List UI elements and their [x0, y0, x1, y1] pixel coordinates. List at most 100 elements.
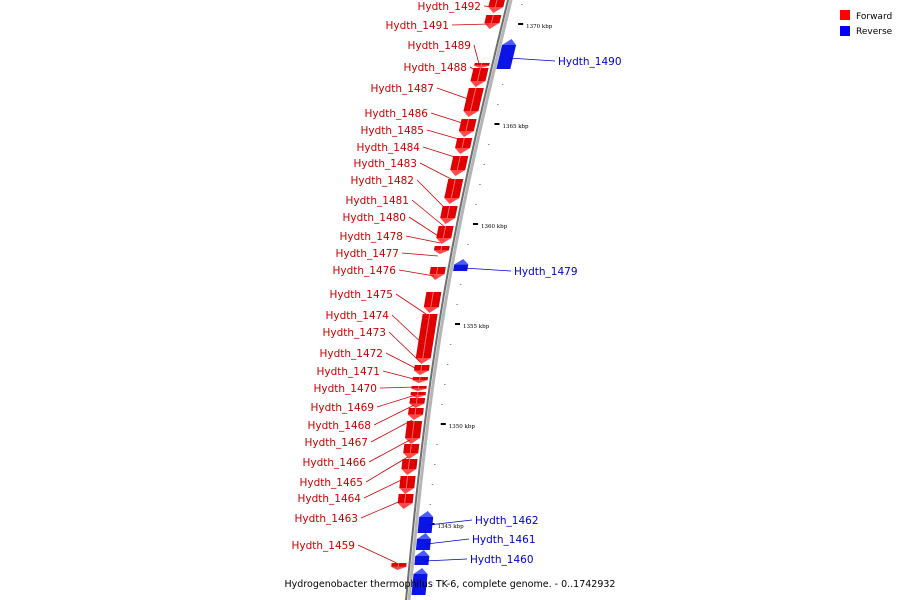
- forward-gene-highlight: [407, 458, 411, 470]
- forward-gene-label[interactable]: Hydth_1492: [417, 1, 481, 13]
- forward-gene-label[interactable]: Hydth_1472: [319, 348, 383, 360]
- forward-gene-label[interactable]: Hydth_1489: [407, 40, 471, 52]
- minor-tick: [487, 144, 490, 145]
- forward-leader-line: [382, 370, 418, 381]
- reverse-gene-arrow[interactable]: [417, 511, 434, 533]
- forward-gene-arrow[interactable]: [433, 245, 450, 254]
- forward-gene-highlight: [411, 420, 415, 439]
- forward-gene-head: [405, 438, 421, 444]
- forward-gene-arrow[interactable]: [458, 118, 477, 137]
- forward-gene-arrow[interactable]: [391, 562, 407, 570]
- forward-gene-highlight: [446, 205, 451, 219]
- reverse-gene-label[interactable]: Hydth_1461: [472, 534, 536, 546]
- forward-gene-label[interactable]: Hydth_1491: [385, 20, 449, 32]
- forward-leader-line: [419, 162, 454, 181]
- forward-gene-arrow[interactable]: [484, 14, 502, 29]
- forward-gene-arrow[interactable]: [409, 397, 426, 408]
- forward-gene-label[interactable]: Hydth_1487: [370, 83, 434, 95]
- reverse-gene-head: [413, 568, 428, 574]
- forward-gene-arrow[interactable]: [405, 420, 423, 444]
- forward-gene-arrow[interactable]: [412, 376, 429, 383]
- forward-gene-label[interactable]: Hydth_1463: [294, 513, 358, 525]
- forward-gene-label[interactable]: Hydth_1486: [364, 108, 428, 120]
- reverse-gene-arrow[interactable]: [414, 550, 430, 565]
- forward-gene-arrow[interactable]: [413, 364, 430, 375]
- reverse-gene-arrow[interactable]: [415, 533, 431, 550]
- forward-gene-label[interactable]: Hydth_1459: [291, 540, 355, 552]
- forward-gene-arrow[interactable]: [440, 205, 458, 224]
- forward-gene-label[interactable]: Hydth_1469: [310, 402, 374, 414]
- forward-leader-line: [391, 314, 424, 345]
- forward-gene-arrow[interactable]: [455, 137, 473, 154]
- forward-gene-head: [399, 488, 415, 494]
- forward-gene-arrow[interactable]: [463, 87, 484, 117]
- tick-mark: [473, 223, 479, 225]
- forward-gene-arrow[interactable]: [450, 155, 469, 176]
- reverse-gene-label[interactable]: Hydth_1479: [514, 266, 578, 278]
- legend-reverse-label: Reverse: [856, 27, 893, 37]
- forward-gene-highlight: [440, 245, 443, 251]
- forward-gene-label[interactable]: Hydth_1477: [335, 248, 399, 260]
- forward-leader-line: [430, 112, 466, 125]
- reverse-gene-label[interactable]: Hydth_1462: [475, 515, 539, 527]
- forward-gene-highlight: [415, 397, 418, 404]
- forward-gene-label[interactable]: Hydth_1481: [345, 195, 409, 207]
- forward-gene-label[interactable]: Hydth_1471: [316, 366, 380, 378]
- reverse-leader-line: [428, 519, 473, 526]
- forward-gene-label[interactable]: Hydth_1475: [329, 289, 393, 301]
- forward-gene-highlight: [409, 443, 412, 454]
- forward-gene-label[interactable]: Hydth_1484: [356, 142, 420, 154]
- reverse-gene-arrow[interactable]: [453, 259, 469, 271]
- forward-gene-label[interactable]: Hydth_1465: [299, 477, 363, 489]
- tick-mark: [494, 123, 500, 125]
- forward-gene-label[interactable]: Hydth_1478: [339, 231, 403, 243]
- reverse-gene-body: [453, 264, 469, 271]
- forward-gene-label[interactable]: Hydth_1488: [403, 62, 467, 74]
- forward-gene-arrow[interactable]: [423, 291, 442, 313]
- reverse-gene-label[interactable]: Hydth_1490: [558, 56, 622, 68]
- forward-gene-arrow[interactable]: [444, 178, 464, 204]
- forward-gene-head: [450, 170, 466, 176]
- forward-gene-label[interactable]: Hydth_1473: [322, 327, 386, 339]
- forward-gene-arrow[interactable]: [401, 458, 418, 475]
- gene-features: [391, 0, 517, 595]
- forward-gene-highlight: [404, 493, 407, 504]
- forward-gene-arrow[interactable]: [415, 313, 438, 364]
- minor-tick: [433, 464, 436, 465]
- forward-gene-label[interactable]: Hydth_1485: [360, 125, 424, 137]
- forward-gene-arrow[interactable]: [429, 266, 446, 280]
- forward-gene-label[interactable]: Hydth_1464: [297, 493, 361, 505]
- forward-leader-line: [373, 404, 415, 426]
- forward-gene-arrow[interactable]: [403, 443, 420, 459]
- forward-gene-arrow[interactable]: [410, 391, 426, 398]
- forward-gene-arrow[interactable]: [474, 62, 490, 68]
- tick-label: 1370 kbp: [526, 24, 553, 30]
- reverse-gene-arrow[interactable]: [496, 39, 517, 69]
- forward-gene-arrow[interactable]: [488, 0, 506, 13]
- forward-gene-label[interactable]: Hydth_1480: [342, 212, 406, 224]
- minor-tick: [501, 84, 504, 85]
- forward-gene-label[interactable]: Hydth_1466: [302, 457, 366, 469]
- forward-gene-label[interactable]: Hydth_1468: [307, 420, 371, 432]
- forward-gene-label[interactable]: Hydth_1476: [332, 265, 396, 277]
- reverse-gene-label[interactable]: Hydth_1460: [470, 554, 534, 566]
- forward-gene-label[interactable]: Hydth_1470: [313, 383, 377, 395]
- forward-gene-label[interactable]: Hydth_1474: [325, 310, 389, 322]
- minor-tick: [475, 204, 477, 205]
- forward-gene-arrow[interactable]: [470, 67, 489, 87]
- forward-gene-label[interactable]: Hydth_1483: [353, 158, 417, 170]
- forward-gene-label[interactable]: Hydth_1482: [350, 175, 414, 187]
- minor-tick: [483, 164, 486, 165]
- reverse-gene-arrow[interactable]: [411, 568, 428, 595]
- forward-gene-arrow[interactable]: [399, 475, 416, 494]
- forward-gene-head: [440, 218, 456, 224]
- minor-tick: [467, 244, 469, 245]
- forward-gene-label[interactable]: Hydth_1467: [304, 437, 368, 449]
- forward-gene-arrow[interactable]: [407, 407, 424, 420]
- forward-gene-arrow[interactable]: [436, 225, 454, 244]
- forward-gene-head: [401, 469, 417, 475]
- forward-gene-head: [407, 414, 423, 420]
- forward-leader-line: [411, 199, 444, 227]
- forward-leader-line: [473, 44, 480, 66]
